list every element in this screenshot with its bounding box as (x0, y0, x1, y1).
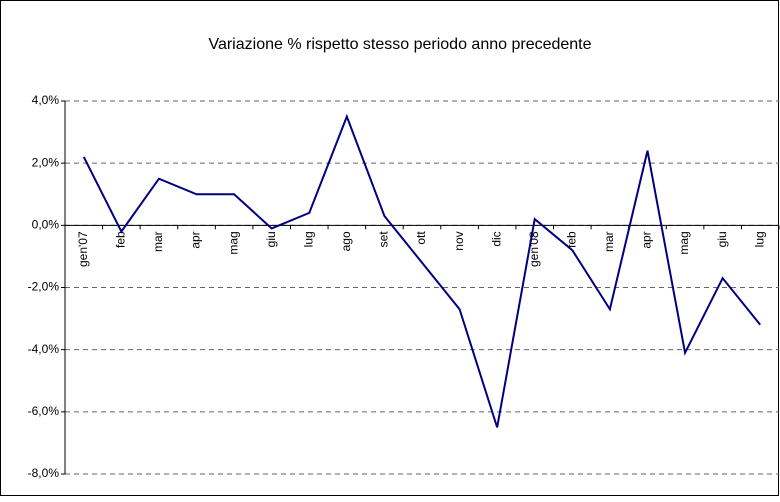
x-tick-label: feb (564, 231, 578, 248)
x-tick-label: ago (339, 231, 353, 251)
x-tick-label: nov (452, 231, 466, 250)
x-tick-label: dic (489, 231, 503, 246)
x-tick-label: mag (677, 231, 691, 254)
x-tick-label: gen'07 (76, 231, 90, 267)
x-tick-label: mar (151, 231, 165, 252)
x-tick-label: lug (301, 231, 315, 247)
y-tick-label: -8,0% (28, 466, 60, 480)
y-tick-label: -2,0% (28, 280, 60, 294)
chart-title: Variazione % rispetto stesso periodo ann… (208, 36, 591, 53)
x-tick-label: apr (189, 231, 203, 248)
x-tick-label: set (377, 231, 391, 248)
x-tick-label: giu (715, 231, 729, 247)
x-tick-label: mar (602, 231, 616, 252)
y-tick-label: 0,0% (32, 218, 60, 232)
x-tick-label: giu (264, 231, 278, 247)
data-line (82, 113, 761, 428)
y-tick-label: 4,0% (32, 93, 60, 107)
x-tick-label: mag (226, 231, 240, 254)
y-tick-label: -6,0% (28, 404, 60, 418)
x-tick-label: apr (640, 231, 654, 248)
y-tick-label: -4,0% (28, 342, 60, 356)
y-tick-label: 2,0% (32, 155, 60, 169)
x-tick-label: feb (114, 231, 128, 248)
x-tick-label: ott (414, 231, 428, 245)
x-tick-label: lug (752, 231, 766, 247)
